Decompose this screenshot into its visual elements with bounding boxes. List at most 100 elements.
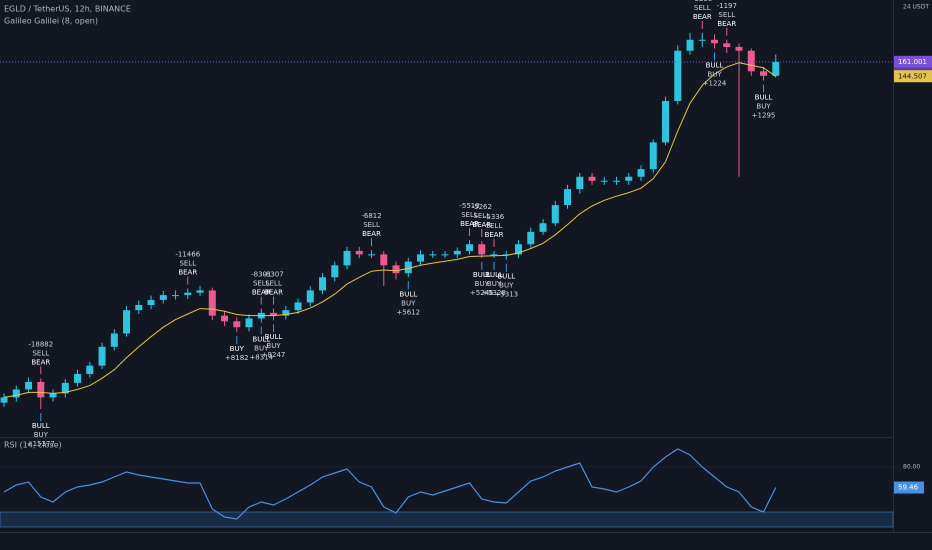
signal-text: SELL [253, 280, 270, 288]
signal-text: BULL [252, 335, 270, 343]
signal-text: BULL [265, 333, 283, 341]
candle-body [196, 290, 204, 293]
rsi-value-tag [894, 481, 924, 494]
signal-text: BEAR [472, 221, 491, 229]
signal-text: SELL [265, 280, 282, 288]
candle-body [772, 61, 780, 76]
signal-text: BULL [399, 290, 417, 298]
signal-text: -5513 [459, 202, 479, 210]
rsi-title: RSI (14, close) [4, 441, 62, 450]
signal-text: BUY [487, 280, 502, 288]
candle-body [662, 101, 670, 143]
candle-body [441, 254, 449, 256]
candle-body [564, 189, 572, 206]
candle-body [233, 321, 241, 328]
candle-body [306, 290, 314, 303]
signal-text: BULL [485, 271, 503, 279]
ma-price: 144.507 [898, 72, 927, 80]
candle-body [686, 39, 694, 51]
candle-body [282, 310, 290, 316]
signal-text: -6812 [361, 212, 381, 220]
signal-text: BEAR [178, 269, 197, 277]
signal-text: -8301 [251, 271, 271, 279]
signal-text: BUY [34, 431, 49, 439]
candle-body [600, 180, 608, 182]
candle-body [172, 295, 180, 297]
signal-text: BEAR [717, 20, 736, 28]
signal-text: SELL [694, 4, 711, 12]
y-axis-top-label: 24 USDT [903, 4, 929, 11]
candle-body [294, 302, 302, 311]
candle-body [343, 250, 351, 266]
signal-text: BEAR [31, 358, 50, 366]
signal-text: BUY [707, 70, 722, 78]
moving-average-line [3, 62, 777, 398]
signal-text: BUY [401, 299, 416, 307]
signal-text: SELL [32, 349, 49, 357]
candle-body [159, 295, 167, 300]
candle-body [392, 265, 400, 274]
candle-body [0, 397, 8, 403]
candle-body [98, 346, 106, 366]
candle-body [747, 50, 755, 72]
candle-body [135, 304, 143, 311]
signal-text: BUY [499, 282, 514, 290]
signal-text: +5612 [396, 308, 420, 316]
signal-text: SELL [486, 222, 503, 230]
signal-text: BEAR [485, 231, 504, 239]
signal-text: BEAR [460, 220, 479, 228]
signal-text: BEAR [362, 230, 381, 238]
signal-text: -5336 [484, 213, 505, 221]
signal-text: -1197 [717, 2, 737, 10]
candle-body [331, 265, 339, 278]
candle-body [37, 381, 45, 398]
candle-body [698, 39, 706, 41]
signal-text: BULL [706, 61, 724, 69]
labels: -18882SELLBEARBULLBUY+15377-11466SELLBEA… [27, 0, 932, 494]
signal-text: BEAR [264, 289, 283, 297]
signal-text: -18882 [28, 340, 53, 348]
candle-body [760, 71, 768, 76]
candle-body [490, 254, 498, 256]
candle-body [380, 254, 388, 266]
candle-body [319, 277, 327, 291]
candle-body [637, 169, 645, 177]
candle-body [649, 142, 657, 170]
candle-body [49, 393, 57, 398]
candle-body [270, 312, 278, 316]
signal-text: BUY [266, 342, 281, 350]
candle-body [723, 43, 731, 47]
signal-text: BUY [756, 102, 771, 110]
signal-text: SELL [461, 211, 478, 219]
ma-price-tag [894, 70, 932, 83]
rsi-value: 59.46 [898, 484, 919, 492]
candle-body [123, 310, 131, 334]
candle-body [12, 389, 20, 398]
signal-text: BULL [473, 271, 491, 279]
signal-text: BULL [755, 93, 773, 101]
candle-body [417, 254, 425, 262]
signal-text: SELL [718, 11, 735, 19]
candle-body [735, 46, 743, 51]
signal-text: BULL [32, 422, 50, 430]
candle-body [110, 333, 118, 347]
signal-text: BUY [230, 345, 245, 353]
candle-body [74, 373, 82, 383]
signal-text: SELL [473, 212, 490, 220]
candle-body [711, 39, 719, 44]
candle-body [147, 299, 155, 305]
last-price-tag [894, 55, 932, 68]
signal-text: -5262 [472, 203, 492, 211]
candle-body [61, 382, 69, 394]
signal-text: -11466 [175, 251, 200, 259]
signal-text: +5328 [482, 289, 506, 297]
candle-body [625, 176, 633, 181]
candle-body [515, 244, 523, 255]
signal-text: -3255 [692, 0, 712, 3]
indicator-title: Galileo Galilei (8, open) [4, 17, 98, 26]
rsi-tick-label: 80.00 [903, 464, 920, 471]
signal-text: BEAR [693, 13, 712, 21]
candle-body [208, 290, 216, 316]
